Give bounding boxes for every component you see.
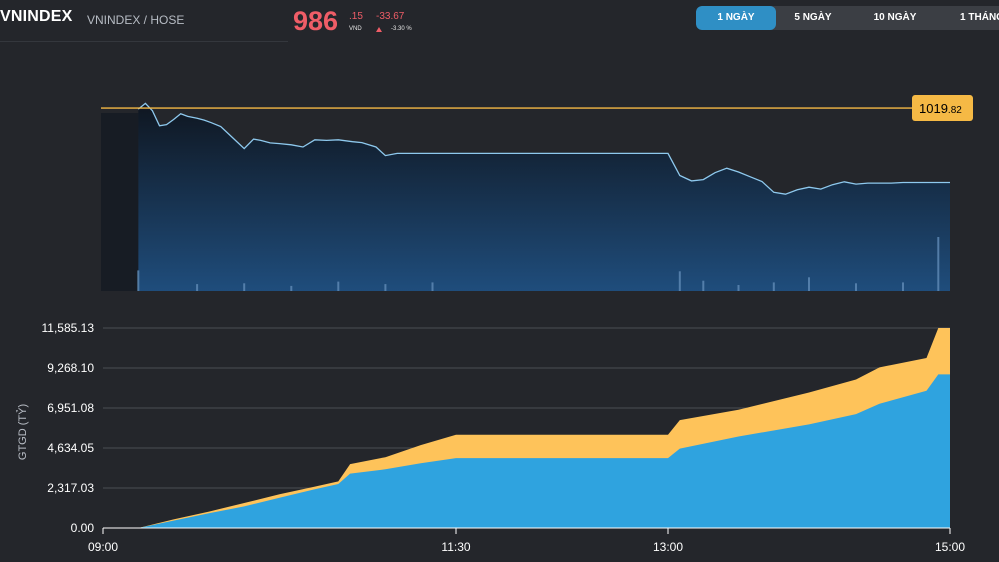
- volume-bar: [196, 284, 199, 291]
- price-area-fill: [138, 103, 951, 292]
- value-tick-label: 6,951.08: [47, 401, 94, 415]
- ticker-symbol: VNINDEX: [0, 8, 73, 25]
- volume-bar: [702, 280, 705, 291]
- reference-value-label: 1019.82: [919, 101, 962, 116]
- volume-bar: [772, 282, 775, 291]
- volume-bar: [855, 283, 857, 291]
- value-area-today: [103, 374, 950, 528]
- volume-bar: [384, 284, 387, 291]
- price-line: [137, 102, 950, 195]
- quote-header: VNINDEX VNINDEX / HOSE 986 .15 VND -33.6…: [0, 0, 999, 42]
- header-divider: [0, 41, 288, 42]
- time-tick-label: 15:00: [935, 540, 965, 554]
- price-panel: 1019.82: [101, 95, 973, 292]
- tab-5-days[interactable]: 5 NGÀY: [794, 12, 832, 23]
- volume-bar: [137, 270, 140, 291]
- value-axis-label: GTGD (TỶ): [16, 404, 29, 460]
- tab-1-day[interactable]: 1 NGÀY: [696, 6, 776, 30]
- time-tick-label: 13:00: [653, 540, 683, 554]
- volume-bar: [737, 285, 740, 291]
- timeframe-tabs: 1 NGÀY 5 NGÀY 10 NGÀY 1 THÁNG: [696, 6, 999, 30]
- tab-10-days[interactable]: 10 NGÀY: [873, 12, 917, 23]
- change-direction-icon: [376, 27, 382, 32]
- exchange-label: VNINDEX / HOSE: [87, 13, 185, 27]
- price-integer: 986: [293, 6, 339, 36]
- trading-value-panel: 0.00 2,317.03 4,634.05 6,951.08 9,268.10 11,5…: [16, 321, 965, 554]
- volume-bar: [431, 282, 434, 291]
- volume-bar: [290, 285, 293, 291]
- price-change: -33.67: [376, 11, 405, 22]
- volume-bar: [678, 271, 681, 291]
- time-tick-label: 09:00: [88, 540, 118, 554]
- volume-bar: [337, 281, 340, 291]
- pre-open-shade: [101, 113, 139, 291]
- price-change-percent: -3.30 %: [391, 26, 412, 32]
- volume-bar: [243, 283, 246, 291]
- price-decimal: .15: [349, 11, 363, 22]
- volume-bar: [937, 237, 940, 291]
- value-tick-label: 0.00: [71, 521, 95, 535]
- volume-bar: [902, 282, 904, 291]
- volume-bar: [808, 277, 810, 291]
- value-tick-label: 2,317.03: [47, 481, 94, 495]
- value-tick-label: 9,268.10: [47, 361, 94, 375]
- time-tick-label: 11:30: [441, 540, 470, 554]
- tab-1-month[interactable]: 1 THÁNG: [960, 12, 999, 23]
- reference-value-badge: [912, 95, 973, 122]
- price-unit: VND: [349, 26, 362, 32]
- value-tick-label: 11,585.13: [42, 321, 95, 335]
- value-tick-label: 4,634.05: [47, 441, 94, 455]
